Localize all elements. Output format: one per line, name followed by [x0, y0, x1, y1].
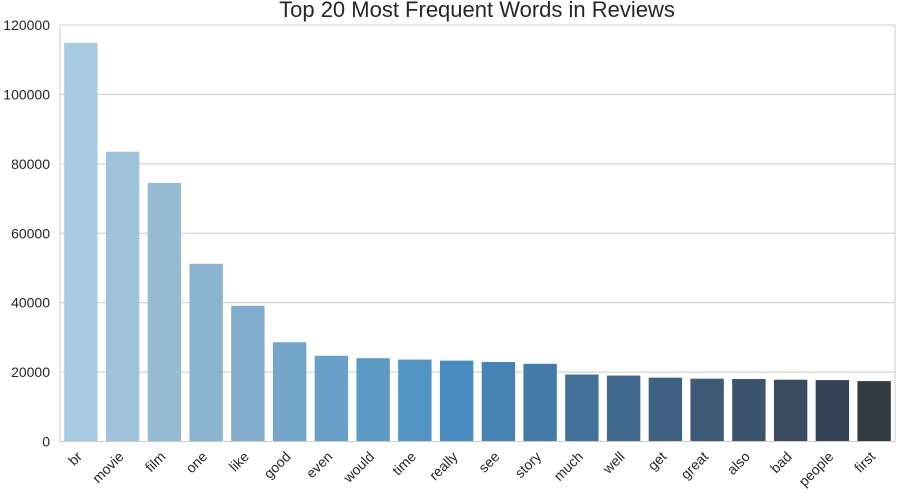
y-tick-label: 120000 [3, 17, 50, 33]
x-tick-label: story [511, 448, 544, 481]
bar-like [231, 305, 265, 442]
x-tick-label: much [550, 448, 586, 484]
x-tick-label: also [724, 448, 754, 478]
bar-one [189, 263, 223, 442]
x-tick-label: great [677, 448, 711, 482]
bar-even [314, 355, 349, 442]
x-tick-label: like [226, 448, 252, 474]
bar-would [356, 358, 390, 442]
x-axis-ticks: br movie film one like good even would time reall… [65, 448, 878, 489]
bar-br [64, 43, 98, 442]
y-tick-label: 0 [42, 434, 50, 450]
bar-bad [773, 379, 808, 442]
y-tick-label: 20000 [11, 364, 50, 380]
bar-also [732, 379, 766, 442]
bar-really [439, 360, 474, 442]
bar-time [398, 359, 432, 442]
x-tick-label: well [599, 448, 628, 477]
y-tick-label: 60000 [11, 225, 50, 241]
plot-frame [59, 24, 896, 442]
bar-film [147, 182, 182, 442]
x-tick-label: bad [767, 448, 795, 476]
x-tick-label: see [475, 448, 502, 475]
x-tick-label: would [339, 448, 377, 486]
y-tick-label: 100000 [3, 86, 50, 102]
x-tick-label: really [426, 448, 461, 483]
x-tick-label: even [303, 448, 336, 481]
bar-well [606, 375, 641, 442]
bar-much [565, 374, 599, 442]
x-tick-label: br [65, 448, 85, 468]
bar-people [815, 380, 850, 442]
x-tick-label: movie [89, 448, 127, 486]
x-tick-label: first [851, 448, 878, 475]
x-tick-label: get [644, 448, 669, 473]
x-tick-label: people [795, 448, 836, 489]
chart-title: Top 20 Most Frequent Words in Reviews [279, 0, 675, 22]
bar-get [648, 377, 683, 442]
x-tick-label: good [260, 448, 293, 481]
bar-story [523, 363, 557, 442]
y-axis-ticks: 0 20000 40000 60000 80000 100000 120000 [3, 17, 50, 450]
grid [60, 24, 895, 442]
x-tick-label: time [389, 448, 419, 478]
bar-good [272, 342, 307, 442]
x-tick-label: film [142, 448, 169, 475]
bar-see [481, 362, 516, 442]
y-tick-label: 80000 [11, 156, 50, 172]
y-tick-label: 40000 [11, 295, 50, 311]
bar-movie [105, 151, 140, 442]
x-tick-label: one [182, 448, 210, 476]
bars [64, 43, 891, 442]
bar-first [857, 381, 891, 442]
bar-great [690, 378, 724, 442]
